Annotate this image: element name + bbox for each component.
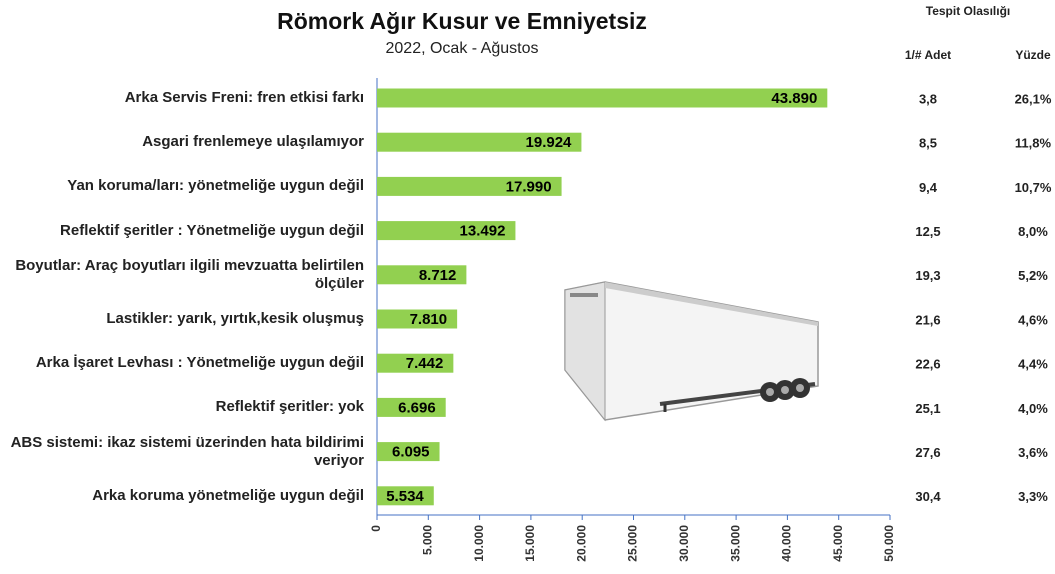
value-label: 13.492 [460,223,506,240]
table-cell: 12,5 [915,224,940,239]
table-cell: 19,3 [915,268,940,283]
x-tick-label: 40.000 [780,525,794,562]
table-cell: 10,7% [1015,180,1052,195]
bar [377,176,562,196]
value-label: 17.990 [506,178,552,195]
category-label: Lastikler: yarık, yırtık,kesik oluşmuş [106,310,364,327]
table-cell: 3,6% [1018,445,1048,460]
bar [377,132,582,152]
bar [377,397,446,417]
value-label: 7.810 [410,311,448,328]
category-label: Yan koruma/ları: yönetmeliğe uygun değil [67,177,364,195]
x-tick-label: 5.000 [420,525,434,555]
table-header: 1/# Adet [905,48,951,62]
x-tick-label: 15.000 [523,525,537,562]
table-cell: 8,0% [1018,224,1048,239]
table-cell: 5,2% [1018,268,1048,283]
category-label: Boyutlar: Araç boyutları ilgili mevzuatt… [15,256,364,292]
category-label: ABS sistemi: ikaz sistemi üzerinden hata… [10,433,364,469]
bar [377,309,458,329]
table-cell: 25,1 [915,401,940,416]
table-cell: 21,6 [915,312,940,327]
value-label: 7.442 [406,355,444,372]
bar [377,265,467,285]
table-cell: 4,6% [1018,312,1048,327]
category-label: Asgari frenlemeye ulaşılamıyor [142,133,364,151]
category-label: Arka İşaret Levhası : Yönetmeliğe uygun … [35,354,364,372]
table-title: Tespit Olasılığı [926,4,1010,18]
x-tick-label: 50.000 [882,525,896,562]
value-label: 6.095 [392,444,430,461]
value-label: 5.534 [386,488,424,505]
table-cell: 4,0% [1018,401,1048,416]
value-label: 19.924 [526,134,573,151]
x-tick-label: 30.000 [677,525,691,562]
value-label: 8.712 [419,267,457,284]
bar [377,353,454,373]
x-tick-label: 45.000 [831,525,845,562]
category-label: Reflektif şeritler: yok [215,398,364,416]
category-label: Arka koruma yönetmeliğe uygun değil [92,486,364,504]
value-label: 6.696 [398,399,436,416]
bar [377,486,434,506]
chart-title: Römork Ağır Kusur ve Emniyetsiz [277,8,647,34]
table-cell: 9,4 [919,180,938,195]
table-cell: 26,1% [1015,91,1052,106]
table-cell: 11,8% [1015,136,1052,151]
bar [377,221,516,241]
table-cell: 30,4 [915,489,941,504]
category-label: Arka Servis Freni: fren etkisi farkı [124,89,364,106]
table-cell: 3,8 [919,91,937,106]
table-header: Yüzde [1015,48,1051,62]
bar [377,88,828,108]
truck-image [564,281,819,422]
table-cell: 27,6 [915,445,940,460]
x-tick-label: 35.000 [728,525,742,562]
x-tick-label: 20.000 [574,525,588,562]
chart-subtitle: 2022, Ocak - Ağustos [386,40,539,57]
x-tick-label: 25.000 [626,525,640,562]
x-tick-label: 0 [369,525,383,532]
table-cell: 8,5 [919,136,937,151]
table-cell: 22,6 [915,357,940,372]
bar [377,442,440,462]
table-cell: 3,3% [1018,489,1048,504]
table-cell: 4,4% [1018,357,1048,372]
category-label: Reflektif şeritler : Yönetmeliğe uygun d… [60,221,364,239]
value-label: 43.890 [771,90,817,107]
x-tick-label: 10.000 [472,525,486,562]
